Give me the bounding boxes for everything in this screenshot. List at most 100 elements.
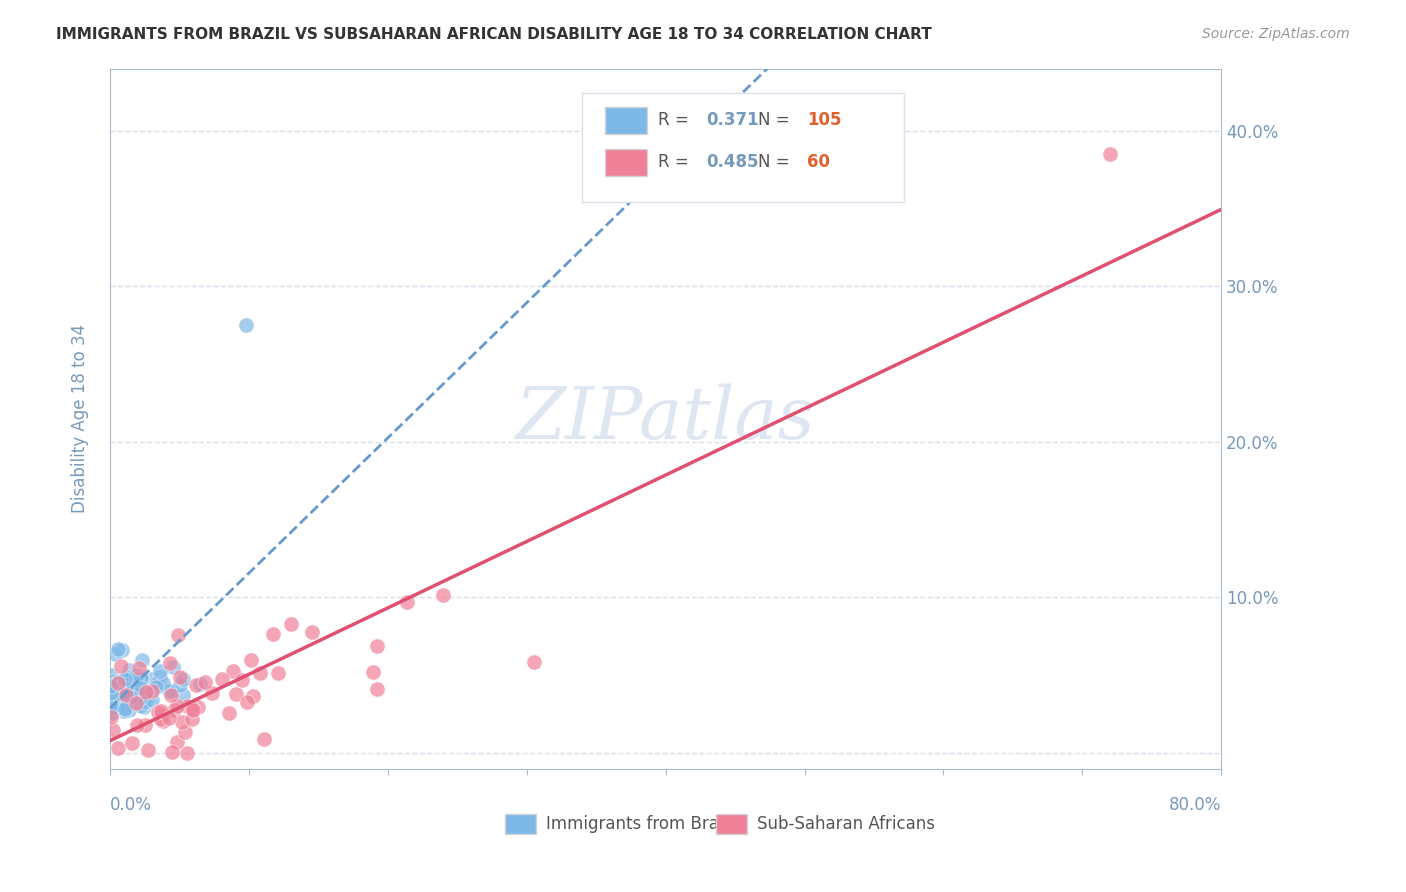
Point [112,704,135,718]
Point [396,595,419,609]
Point [112,678,135,692]
Point [115,683,138,698]
Point [145,681,167,695]
Point [107,681,129,695]
Point [100,689,122,703]
Text: IMMIGRANTS FROM BRAZIL VS SUBSAHARAN AFRICAN DISABILITY AGE 18 TO 34 CORRELATION: IMMIGRANTS FROM BRAZIL VS SUBSAHARAN AFR… [56,27,932,42]
Point [118,664,141,678]
Point [176,698,198,713]
Point [115,688,138,702]
Point [124,696,146,710]
Point [146,676,169,690]
Point [149,665,172,679]
Point [160,684,183,698]
Point [107,701,129,715]
Point [152,714,174,728]
Text: R =: R = [658,112,693,129]
Point [120,683,142,698]
Point [366,639,388,653]
Point [100,686,122,700]
Point [172,715,194,730]
Point [100,678,122,692]
Point [249,666,271,681]
Point [169,677,191,691]
Point [105,695,128,709]
Point [100,699,122,714]
Text: N =: N = [758,153,794,171]
Point [253,732,276,747]
Point [148,706,170,720]
Point [100,682,122,697]
Point [157,711,180,725]
Point [103,698,125,712]
Text: 0.371: 0.371 [707,112,759,129]
Point [108,690,131,705]
Point [193,674,215,689]
Text: N =: N = [758,112,794,129]
Point [169,670,191,684]
Point [107,740,129,755]
Point [101,701,124,715]
Point [167,628,190,642]
Point [231,673,253,687]
Point [100,709,122,723]
Point [235,318,257,333]
Point [361,665,384,679]
Point [108,701,131,715]
Point [149,712,172,726]
Point [129,681,152,695]
Point [100,686,122,700]
Point [105,684,128,698]
Point [225,687,247,701]
Point [157,683,180,698]
Point [104,690,127,705]
Point [122,689,145,703]
Point [101,706,124,721]
Point [105,688,128,702]
Point [101,700,124,714]
Point [101,723,124,737]
Point [432,588,454,602]
Point [118,686,141,700]
Text: 80.0%: 80.0% [1168,797,1222,814]
Point [111,699,134,714]
Text: Immigrants from Brazil: Immigrants from Brazil [546,814,737,833]
Text: 60: 60 [807,153,830,171]
Point [523,655,546,669]
FancyBboxPatch shape [582,93,904,202]
Text: Source: ZipAtlas.com: Source: ZipAtlas.com [1202,27,1350,41]
Text: ZIPatlas: ZIPatlas [516,384,815,454]
Point [163,703,186,717]
Point [100,705,122,719]
Point [132,687,155,701]
Point [125,672,148,686]
Point [110,692,132,706]
Point [1099,147,1122,161]
Point [107,687,129,701]
Point [131,653,153,667]
Point [160,745,183,759]
Point [114,672,136,686]
Point [149,670,172,684]
Point [172,672,194,686]
Text: R =: R = [658,153,693,171]
Point [181,703,204,717]
Point [118,678,141,692]
Point [118,697,141,711]
Point [105,698,128,712]
Point [112,701,135,715]
Point [101,678,124,692]
Point [125,717,148,731]
Point [242,690,264,704]
Text: 0.485: 0.485 [707,153,759,171]
Point [107,674,129,689]
Y-axis label: Disability Age 18 to 34: Disability Age 18 to 34 [72,324,89,513]
Point [141,693,163,707]
FancyBboxPatch shape [605,149,647,176]
Point [211,672,233,686]
Point [136,692,159,706]
Point [128,661,150,675]
Point [111,695,134,709]
Point [120,681,142,695]
Text: Sub-Saharan Africans: Sub-Saharan Africans [756,814,935,833]
